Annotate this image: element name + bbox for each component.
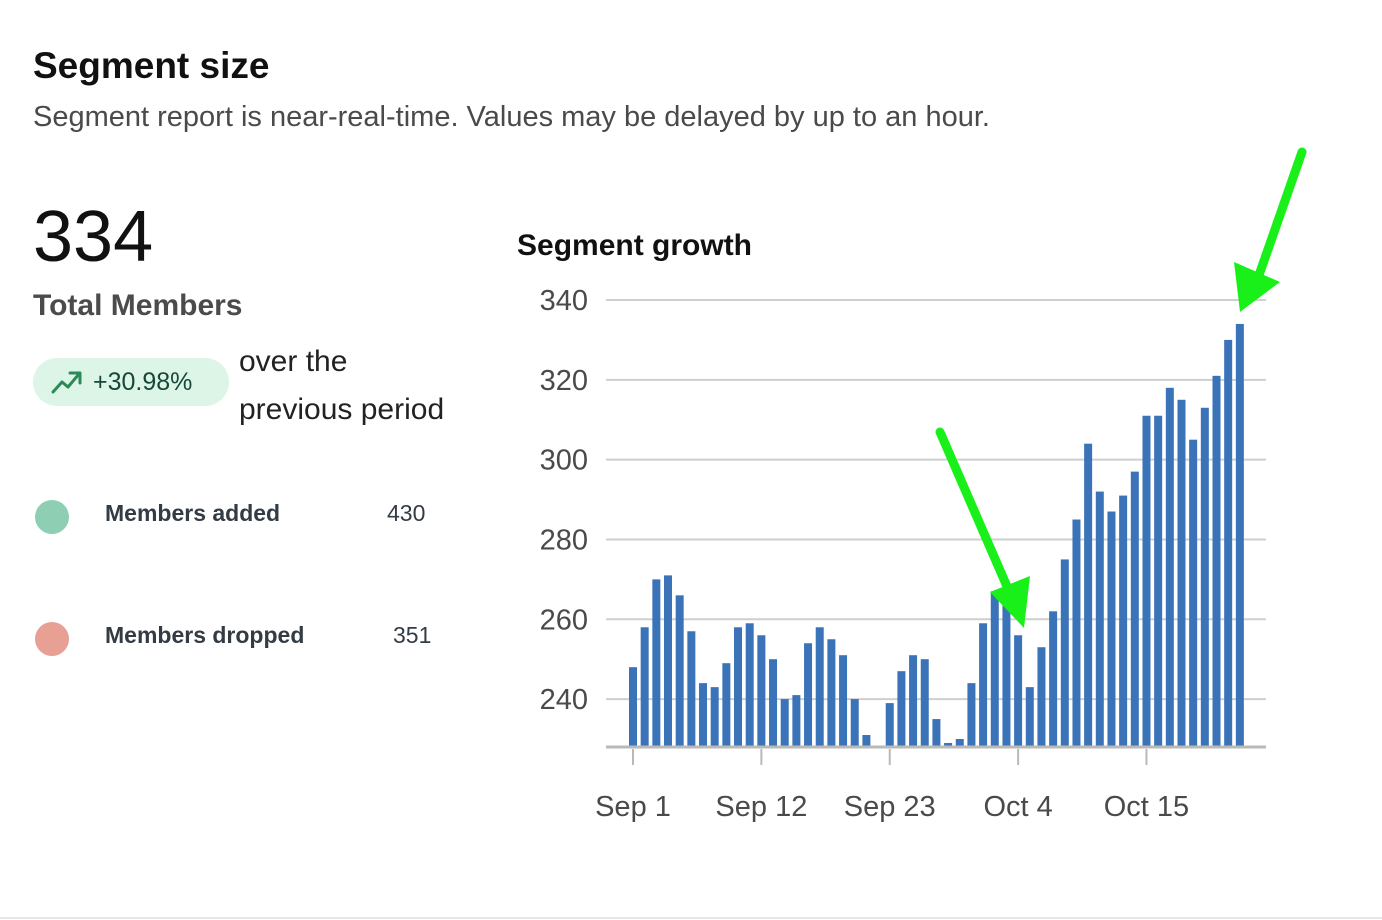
chart-title: Segment growth	[517, 229, 753, 262]
bar	[944, 743, 953, 747]
x-tick-label: Oct 15	[1104, 791, 1189, 823]
bar	[885, 703, 894, 747]
bar	[932, 719, 941, 747]
bar	[1084, 443, 1093, 747]
bar	[1095, 491, 1104, 747]
bar	[1119, 495, 1128, 747]
bar	[652, 579, 661, 747]
legend-item-members-added: Members added 430	[33, 500, 453, 540]
annotation-arrow-shaft	[935, 427, 1017, 603]
change-badge: +30.98%	[33, 358, 229, 406]
y-tick-label: 300	[540, 445, 588, 477]
bar	[839, 655, 848, 747]
y-tick-label: 320	[540, 365, 588, 397]
members-added-label: Members added	[105, 500, 281, 526]
bar	[1049, 611, 1058, 747]
bar	[1189, 439, 1198, 747]
bar	[862, 735, 871, 747]
annotation-arrowhead	[990, 576, 1030, 628]
bar	[1154, 415, 1163, 747]
bar	[920, 659, 929, 747]
bar	[897, 671, 906, 747]
bar	[1165, 387, 1174, 747]
y-tick-label: 280	[540, 524, 588, 556]
bar	[827, 639, 836, 747]
bar	[804, 643, 813, 747]
bar	[1107, 511, 1116, 747]
bar	[1072, 519, 1081, 747]
bar	[1224, 339, 1233, 747]
members-added-dot-icon	[35, 500, 69, 534]
bar	[734, 627, 743, 747]
bar	[850, 699, 859, 747]
bar	[1200, 407, 1209, 747]
members-dropped-value: 351	[393, 622, 432, 648]
change-period-text: over the previous period	[239, 338, 479, 434]
bar	[629, 667, 637, 747]
total-members-value: 334	[33, 197, 154, 277]
change-badge-text: +30.98%	[93, 367, 193, 396]
bar	[675, 595, 684, 747]
bar	[757, 635, 766, 747]
annotation-arrow-shaft	[1253, 147, 1307, 283]
bar	[909, 655, 918, 747]
bar	[640, 627, 649, 747]
bar	[1235, 323, 1244, 747]
bar	[699, 683, 708, 747]
bar	[722, 663, 731, 747]
y-tick-label: 260	[540, 604, 588, 636]
bar	[1025, 687, 1034, 747]
bar	[687, 631, 696, 747]
x-tick-label: Oct 4	[983, 791, 1052, 823]
period-line-1: over the	[239, 345, 348, 378]
bar	[990, 591, 999, 747]
bar	[664, 575, 673, 747]
bar	[1212, 375, 1221, 747]
bar	[1037, 647, 1046, 747]
y-tick-label: 340	[540, 285, 588, 317]
bar	[780, 699, 789, 747]
bar	[710, 687, 719, 747]
bar	[979, 623, 988, 747]
x-tick-label: Sep 12	[715, 791, 807, 823]
x-tick-label: Sep 1	[595, 791, 671, 823]
bar	[769, 659, 778, 747]
bar	[792, 695, 801, 747]
bar	[1130, 471, 1139, 747]
members-added-value: 430	[387, 500, 426, 526]
bar	[745, 623, 754, 747]
section-subtitle: Segment report is near-real-time. Values…	[33, 101, 990, 133]
members-dropped-dot-icon	[35, 622, 69, 656]
y-tick-label: 240	[540, 684, 588, 716]
bar	[1142, 415, 1151, 747]
bar	[967, 683, 976, 747]
bar	[1177, 399, 1186, 747]
annotation-arrowhead	[1234, 262, 1280, 312]
bar	[1060, 559, 1069, 747]
section-title: Segment size	[33, 45, 270, 86]
members-dropped-label: Members dropped	[105, 622, 305, 648]
bar	[815, 627, 824, 747]
bottom-divider	[0, 917, 1382, 919]
bar	[1002, 603, 1011, 747]
x-tick-label: Sep 23	[844, 791, 936, 823]
period-line-2: previous period	[239, 393, 445, 426]
bar	[955, 739, 964, 747]
total-members-label: Total Members	[33, 289, 243, 322]
legend-item-members-dropped: Members dropped 351	[33, 622, 453, 662]
bar	[1014, 635, 1023, 747]
trending-up-icon	[51, 371, 82, 394]
